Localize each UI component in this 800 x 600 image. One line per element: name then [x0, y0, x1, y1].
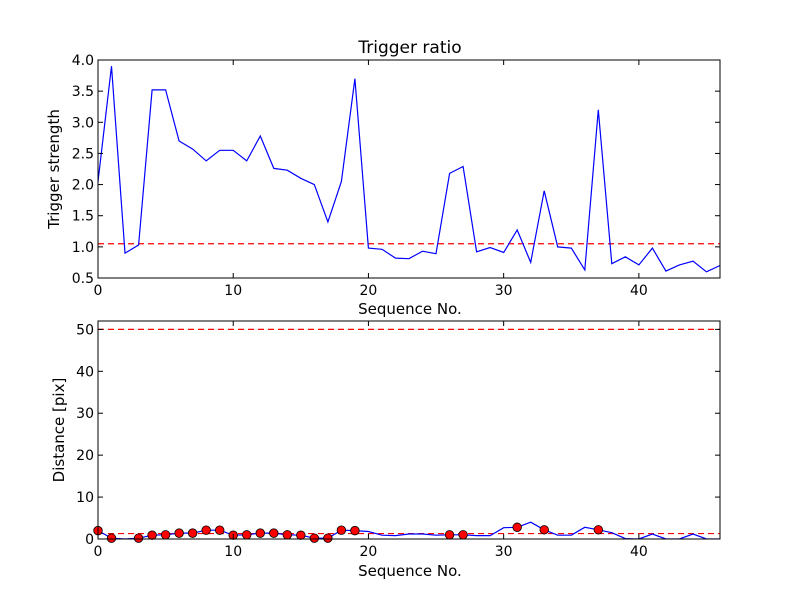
data-point — [309, 533, 320, 543]
y-axis-label: Distance [pix] — [50, 378, 68, 483]
x-axis-label: Sequence No. — [358, 562, 462, 580]
data-point — [187, 528, 198, 538]
data-point — [147, 530, 157, 540]
x-tick-label: 40 — [630, 544, 648, 560]
data-point — [269, 528, 279, 538]
data-point — [458, 530, 468, 540]
x-tick-label: 30 — [495, 544, 513, 560]
data-point — [512, 522, 522, 532]
data-point — [201, 525, 211, 535]
x-tick-label: 0 — [94, 283, 103, 299]
y-tick-label: 2.0 — [72, 178, 94, 194]
x-tick-label: 10 — [224, 283, 242, 299]
data-point — [255, 528, 265, 538]
y-tick-label: 30 — [76, 406, 94, 422]
y-tick-label: 0 — [85, 532, 94, 548]
chart-title: Trigger ratio — [357, 38, 461, 58]
x-tick-label: 20 — [360, 544, 378, 560]
y-tick-label: 10 — [76, 490, 94, 506]
y-tick-label: 3.5 — [72, 84, 94, 100]
plot-frame — [97, 320, 721, 540]
data-point — [160, 530, 171, 540]
y-tick-label: 40 — [76, 364, 94, 380]
data-point — [106, 533, 117, 543]
y-tick-label: 4.0 — [72, 53, 94, 69]
series-line — [98, 66, 720, 273]
data-point — [242, 530, 252, 540]
y-tick-label: 3.0 — [72, 115, 94, 131]
y-tick-label: 1.5 — [72, 209, 94, 225]
data-point — [444, 530, 455, 540]
y-tick-label: 2.5 — [72, 146, 94, 162]
data-point — [323, 533, 333, 543]
data-point — [593, 525, 604, 535]
y-tick-label: 20 — [76, 448, 94, 464]
distance-panel: 0 10 20 30 40 0 10 20 30 40 50 Sequence No. Distan… — [50, 320, 721, 580]
data-point — [296, 530, 306, 540]
data-point — [214, 525, 225, 535]
y-tick-label: 50 — [76, 322, 94, 338]
plot-frame — [97, 59, 721, 279]
data-point — [336, 525, 347, 535]
x-tick-label: 20 — [360, 283, 378, 299]
x-tick-label: 40 — [630, 283, 648, 299]
trigger-ratio-panel: Trigger ratio 0 10 20 30 40 0.5 1.0 1.5 2.0 2.5 3.… — [45, 38, 721, 318]
x-tick-label: 30 — [495, 283, 513, 299]
y-tick-label: 1.0 — [72, 240, 94, 256]
x-tick-label: 10 — [224, 544, 242, 560]
data-point — [133, 533, 144, 543]
y-tick-label: 0.5 — [72, 271, 94, 287]
data-point — [282, 530, 293, 540]
x-axis-label: Sequence No. — [358, 300, 462, 318]
data-point — [174, 528, 184, 538]
data-point — [539, 525, 549, 535]
x-tick-label: 0 — [94, 544, 103, 560]
data-point — [350, 525, 360, 536]
y-axis-label: Trigger strength — [45, 109, 63, 230]
